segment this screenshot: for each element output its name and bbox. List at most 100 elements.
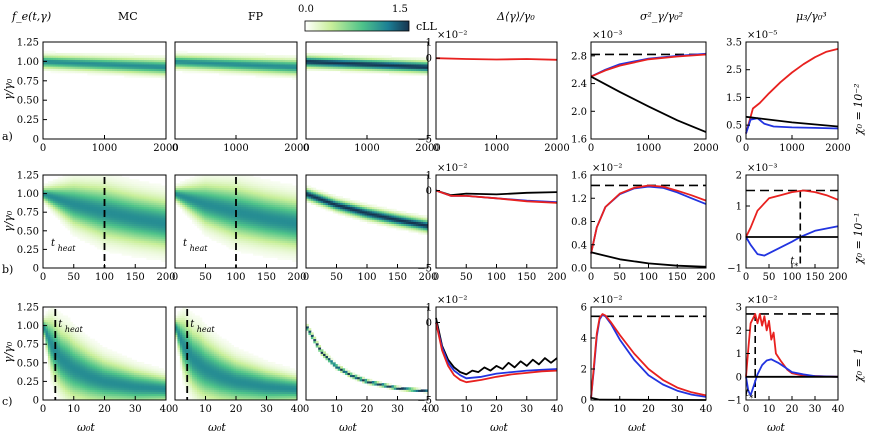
density-cell	[79, 208, 83, 212]
density-cell	[294, 66, 298, 69]
density-cell	[257, 244, 261, 248]
density-cell	[126, 227, 130, 231]
density-cell	[248, 248, 252, 252]
density-cell	[228, 213, 232, 216]
density-cell	[119, 229, 123, 233]
density-cell	[214, 191, 217, 195]
density-cell	[65, 55, 68, 58]
density-cell	[272, 227, 276, 231]
density-cell	[134, 253, 137, 256]
density-cell	[141, 191, 145, 195]
density-cell	[245, 70, 249, 74]
density-cell	[143, 202, 147, 205]
density-cell	[204, 217, 208, 220]
density-cell	[362, 59, 365, 63]
density-cell	[236, 221, 239, 225]
density-cell	[182, 57, 186, 61]
density-cell	[104, 70, 108, 74]
density-cell	[77, 200, 81, 203]
density-cell	[292, 232, 295, 235]
density-cell	[158, 236, 162, 239]
density-cell	[323, 196, 326, 199]
density-cell	[245, 61, 249, 65]
density-cell	[231, 200, 234, 203]
density-cell	[92, 208, 96, 212]
density-cell	[369, 204, 373, 208]
density-cell	[287, 55, 291, 58]
density-cell	[270, 70, 273, 74]
density-cell	[94, 208, 98, 212]
density-cell	[214, 194, 217, 197]
density-cell	[121, 251, 125, 254]
density-cell	[74, 232, 78, 235]
density-cell	[187, 189, 191, 193]
density-cell	[282, 255, 286, 258]
density-cell	[67, 177, 71, 180]
density-cell	[43, 57, 46, 61]
density-cell	[228, 55, 232, 58]
density-cell	[218, 66, 222, 69]
density-cell	[245, 55, 249, 58]
density-cell	[189, 55, 193, 58]
density-cell	[161, 206, 164, 210]
density-cell	[257, 251, 261, 254]
density-cell	[158, 221, 162, 225]
density-cell	[245, 204, 249, 208]
density-cell	[94, 234, 98, 237]
density-cell	[161, 210, 164, 214]
density-cell	[236, 189, 239, 193]
density-cell	[332, 202, 336, 205]
density-cell	[192, 208, 195, 212]
density-cell	[209, 57, 212, 61]
density-cell	[192, 221, 195, 225]
density-cell	[260, 183, 264, 186]
density-cell	[158, 244, 162, 248]
density-cell	[231, 223, 234, 227]
density-cell	[315, 68, 319, 72]
density-cell	[151, 215, 155, 218]
density-cell	[279, 57, 283, 61]
density-cell	[187, 183, 191, 186]
density-cell	[228, 70, 232, 74]
density-cell	[349, 213, 353, 216]
density-cell	[369, 57, 373, 61]
density-cell	[315, 194, 319, 197]
density-cell	[289, 202, 293, 205]
density-cell	[104, 72, 108, 76]
density-cell	[250, 215, 254, 218]
density-cell	[201, 179, 205, 182]
density-cell	[272, 210, 276, 214]
density-cell	[294, 206, 298, 210]
density-cell	[109, 251, 113, 254]
density-cell	[218, 198, 222, 201]
density-cell	[262, 194, 266, 197]
density-cell	[275, 217, 278, 220]
density-cell	[216, 66, 220, 69]
density-cell	[204, 229, 208, 233]
density-cell	[275, 202, 278, 205]
density-cell	[216, 179, 220, 182]
density-cell	[55, 202, 59, 205]
density-cell	[245, 66, 249, 69]
density-cell	[270, 64, 273, 67]
density-cell	[50, 198, 54, 201]
density-cell	[161, 248, 164, 252]
density-cell	[67, 225, 71, 229]
density-cell	[260, 234, 264, 237]
density-cell	[248, 244, 252, 248]
density-cell	[79, 219, 83, 222]
density-cell	[138, 191, 142, 195]
density-cell	[131, 61, 135, 65]
density-cell	[116, 227, 120, 231]
density-cell	[62, 223, 66, 227]
density-cell	[272, 198, 276, 201]
density-cell	[156, 72, 160, 76]
density-cell	[138, 227, 142, 231]
density-cell	[262, 198, 266, 201]
density-cell	[218, 236, 222, 239]
density-cell	[148, 248, 152, 252]
density-cell	[262, 206, 266, 210]
y-tick-label: 3.5	[726, 38, 742, 49]
density-cell	[275, 234, 278, 237]
density-cell	[262, 189, 266, 193]
